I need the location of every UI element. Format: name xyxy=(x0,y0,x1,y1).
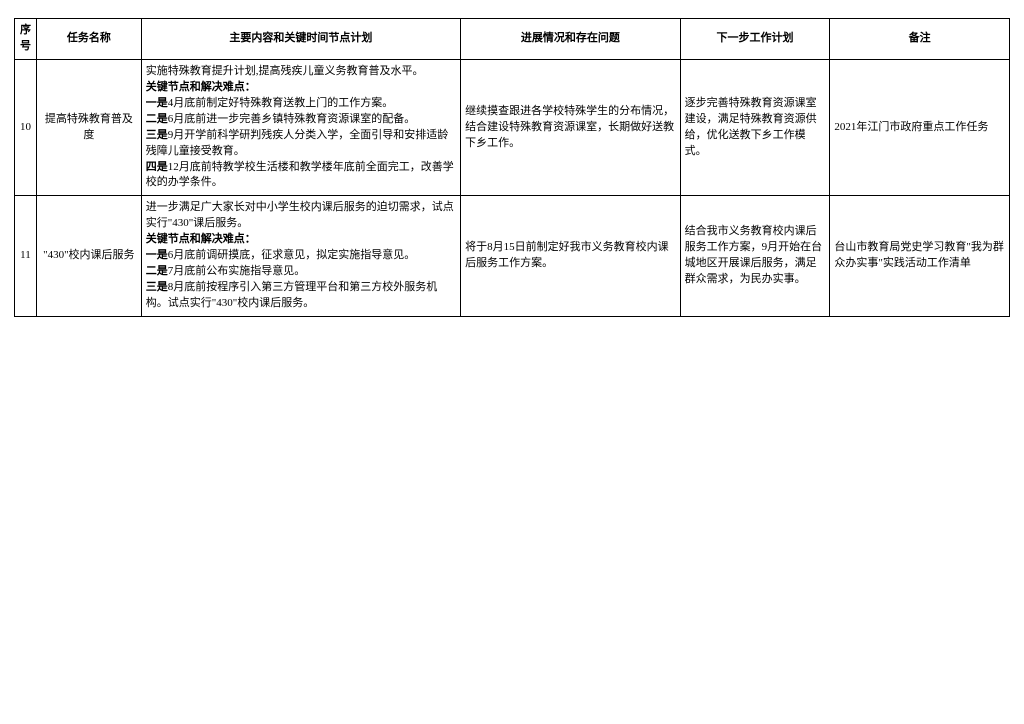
cell-seq: 11 xyxy=(15,196,37,317)
cell-note: 2021年江门市政府重点工作任务 xyxy=(830,59,1010,196)
main-bold: 关键节点和解决难点： xyxy=(146,81,256,93)
cell-seq: 10 xyxy=(15,59,37,196)
header-next: 下一步工作计划 xyxy=(680,19,830,60)
cell-main: 实施特殊教育提升计划,提高残疾儿童义务教育普及水平。 关键节点和解决难点： 一是… xyxy=(141,59,460,196)
cell-next: 结合我市义务教育校内课后服务工作方案，9月开始在台城地区开展课后服务，满足群众需… xyxy=(680,196,830,317)
cell-next: 逐步完善特殊教育资源课室建设，满足特殊教育资源供给，优化送教下乡工作模式。 xyxy=(680,59,830,196)
table-header: 序号 任务名称 主要内容和关键时间节点计划 进展情况和存在问题 下一步工作计划 … xyxy=(15,19,1010,60)
table-row: 10 提高特殊教育普及度 实施特殊教育提升计划,提高残疾儿童义务教育普及水平。 … xyxy=(15,59,1010,196)
main-line: 实施特殊教育提升计划,提高残疾儿童义务教育普及水平。 xyxy=(146,65,424,77)
header-seq: 序号 xyxy=(15,19,37,60)
main-text: 6月底前调研摸底，征求意见，拟定实施指导意见。 xyxy=(168,249,416,261)
header-note: 备注 xyxy=(830,19,1010,60)
main-bold: 二是 xyxy=(146,265,168,277)
main-text: 9月开学前科学研判残疾人分类入学，全面引导和安排适龄残障儿童接受教育。 xyxy=(146,129,449,157)
table-row: 11 "430"校内课后服务 进一步满足广大家长对中小学生校内课后服务的迫切需求… xyxy=(15,196,1010,317)
header-main: 主要内容和关键时间节点计划 xyxy=(141,19,460,60)
main-bold: 关键节点和解决难点： xyxy=(146,233,256,245)
main-bold: 一是 xyxy=(146,97,168,109)
header-name: 任务名称 xyxy=(36,19,141,60)
main-bold: 二是 xyxy=(146,113,168,125)
task-table: 序号 任务名称 主要内容和关键时间节点计划 进展情况和存在问题 下一步工作计划 … xyxy=(14,18,1010,317)
main-bold: 三是 xyxy=(146,129,168,141)
header-prog: 进展情况和存在问题 xyxy=(461,19,681,60)
cell-main: 进一步满足广大家长对中小学生校内课后服务的迫切需求，试点实行"430"课后服务。… xyxy=(141,196,460,317)
main-text: 7月底前公布实施指导意见。 xyxy=(168,265,306,277)
main-line: 进一步满足广大家长对中小学生校内课后服务的迫切需求，试点实行"430"课后服务。 xyxy=(146,201,454,229)
main-text: 8月底前按程序引入第三方管理平台和第三方校外服务机构。试点实行"430"校内课后… xyxy=(146,281,438,309)
main-text: 4月底前制定好特殊教育送教上门的工作方案。 xyxy=(168,97,394,109)
main-bold: 一是 xyxy=(146,249,168,261)
main-bold: 三是 xyxy=(146,281,168,293)
main-text: 12月底前特教学校生活楼和教学楼年底前全面完工，改善学校的办学条件。 xyxy=(146,161,454,189)
cell-prog: 继续摸查跟进各学校特殊学生的分布情况，结合建设特殊教育资源课室，长期做好送教下乡… xyxy=(461,59,681,196)
cell-note: 台山市教育局党史学习教育"我为群众办实事"实践活动工作清单 xyxy=(830,196,1010,317)
main-bold: 四是 xyxy=(146,161,168,173)
cell-prog: 将于8月15日前制定好我市义务教育校内课后服务工作方案。 xyxy=(461,196,681,317)
cell-name: 提高特殊教育普及度 xyxy=(36,59,141,196)
main-text: 6月底前进一步完善乡镇特殊教育资源课室的配备。 xyxy=(168,113,416,125)
cell-name: "430"校内课后服务 xyxy=(36,196,141,317)
